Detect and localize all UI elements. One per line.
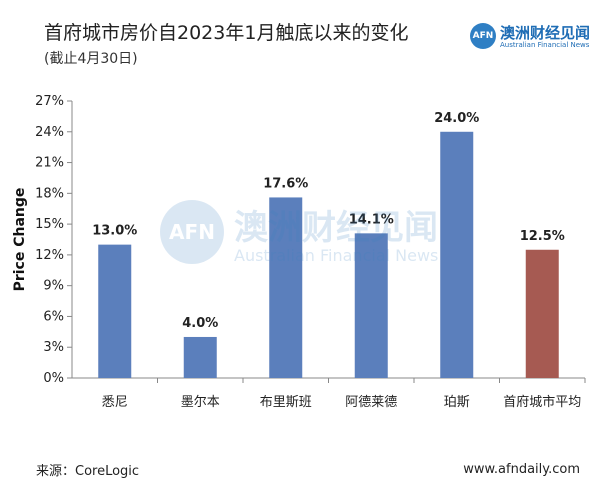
y-tick-label: 27% [35, 94, 64, 109]
x-category-label: 墨尔本 [181, 395, 220, 410]
y-tick-label: 6% [43, 309, 64, 324]
bar-value-label: 12.5% [520, 229, 565, 244]
bar-2 [183, 336, 217, 378]
y-tick-label: 18% [35, 186, 64, 201]
bar-value-label: 4.0% [182, 316, 218, 331]
x-category-label: 首府城市平均 [503, 394, 581, 410]
y-tick-label: 12% [35, 248, 64, 263]
bar-6 [525, 249, 559, 378]
bar-5 [440, 131, 474, 378]
y-tick-label: 21% [35, 156, 64, 171]
x-category-label: 珀斯 [444, 395, 470, 410]
chart-title: 首府城市房价自2023年1月触底以来的变化 [44, 22, 409, 44]
bar-1 [98, 244, 132, 378]
y-tick-label: 24% [35, 125, 64, 140]
bar-value-label: 17.6% [263, 176, 308, 191]
bar-4 [354, 233, 388, 378]
x-category-label: 悉尼 [102, 395, 128, 410]
y-tick-label: 3% [43, 340, 64, 355]
y-axis-title: Price Change [12, 188, 28, 292]
bar-value-label: 24.0% [434, 111, 479, 126]
chart-subtitle: (截止4月30日) [44, 51, 138, 67]
x-category-label: 布里斯班 [260, 395, 312, 410]
afn-logo-icon: AFN [470, 23, 496, 49]
bar-value-label: 13.0% [92, 224, 137, 239]
afn-logo: AFN 澳洲财经见闻 Australian Financial News [470, 22, 590, 52]
x-category-label: 阿德莱德 [345, 395, 397, 410]
y-tick-label: 9% [43, 279, 64, 294]
website-url: www.afndaily.com [463, 462, 580, 477]
source-note: 来源：CoreLogic [36, 464, 140, 479]
logo-name-cn: 澳洲财经见闻 [500, 24, 591, 42]
y-tick-label: 15% [35, 217, 64, 232]
bar-3 [269, 197, 303, 378]
bar-value-label: 14.1% [349, 212, 394, 227]
logo-name-en: Australian Financial News [500, 41, 590, 49]
y-tick-label: 0% [43, 371, 64, 386]
